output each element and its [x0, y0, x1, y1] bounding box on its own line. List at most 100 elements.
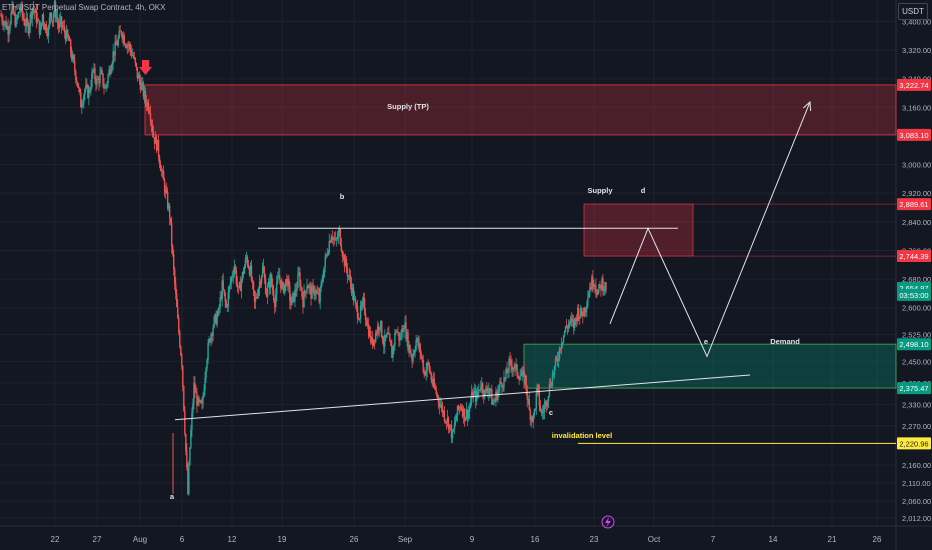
candle-body	[262, 266, 265, 273]
candle-body	[19, 8, 21, 12]
price-label-tag	[897, 78, 931, 91]
candle-body	[547, 395, 550, 402]
candle-body	[329, 241, 331, 243]
candle-body	[32, 7, 35, 11]
candle-body	[2, 21, 4, 26]
candle-body	[107, 75, 109, 84]
candle-body	[582, 315, 584, 317]
candle-body	[510, 359, 512, 366]
candle-body	[448, 424, 451, 429]
candle-body	[197, 397, 199, 406]
candle-body	[584, 307, 586, 312]
candle-body	[356, 306, 359, 318]
candle-body	[559, 347, 562, 350]
candle-body	[370, 337, 373, 343]
candle-body	[187, 467, 189, 494]
candle-body	[16, 17, 18, 19]
candle-body	[503, 377, 505, 388]
candle-body	[553, 366, 556, 375]
candle-body	[362, 298, 365, 302]
candle-body	[400, 337, 402, 339]
candle-body	[30, 13, 33, 19]
price-label-tag	[897, 437, 931, 450]
candle-body	[89, 89, 91, 91]
candle-body	[278, 275, 280, 278]
candle-body	[1, 16, 3, 22]
candle-body	[98, 79, 100, 84]
candle-body	[312, 285, 314, 287]
candle-body	[127, 45, 129, 46]
candle-body	[227, 292, 229, 307]
candle-body	[587, 298, 589, 306]
candle-body	[277, 277, 279, 283]
candle-body	[601, 278, 603, 290]
candle-body	[502, 387, 504, 389]
candle-body	[552, 374, 555, 375]
candle-body	[213, 316, 215, 328]
candle-body	[306, 286, 308, 293]
y-tick-label: 2,525.00	[902, 331, 931, 340]
candle-body	[295, 289, 297, 291]
candle-body	[449, 424, 452, 426]
candle-body	[272, 285, 274, 291]
candle-body	[313, 286, 315, 296]
event-marker-icon	[601, 515, 615, 529]
candle-body	[579, 316, 581, 319]
candle-body	[571, 320, 574, 321]
candle-body	[402, 328, 404, 332]
candle-body	[80, 92, 82, 108]
candle-body	[249, 265, 252, 275]
currency-button[interactable]: USDT	[898, 3, 928, 20]
candle-body	[125, 45, 127, 48]
candle-body	[270, 274, 273, 286]
candle-body	[443, 411, 446, 421]
candle-body	[155, 136, 158, 151]
candle-body	[319, 287, 321, 303]
candle-body	[522, 370, 524, 372]
candle-body	[586, 305, 588, 310]
candle-body	[530, 416, 532, 421]
candle-body	[100, 70, 102, 74]
candle-body	[538, 390, 541, 406]
annotation-label: e	[704, 337, 708, 346]
x-tick-label: 9	[470, 535, 475, 544]
candle-body	[343, 255, 346, 267]
candle-body	[318, 294, 320, 303]
candle-body	[577, 308, 579, 321]
candle-body	[397, 332, 399, 333]
candle-body	[384, 335, 386, 347]
x-tick-label: 22	[51, 535, 60, 544]
candle-body	[137, 74, 140, 79]
candle-body	[160, 170, 163, 172]
annotation-label: Supply	[587, 186, 613, 195]
y-tick-label: 3,160.00	[902, 103, 931, 112]
candle-body	[104, 87, 106, 89]
candle-body	[565, 326, 568, 328]
candle-body	[237, 286, 240, 288]
candle-body	[29, 13, 31, 26]
candle-body	[563, 331, 566, 336]
candle-body	[491, 389, 493, 405]
y-tick-label: 3,000.00	[902, 161, 931, 170]
candle-body	[126, 45, 128, 48]
candle-body	[253, 290, 256, 302]
candle-body	[445, 421, 448, 423]
candle-body	[507, 371, 509, 374]
candle-body	[111, 63, 113, 70]
candle-body	[583, 307, 585, 317]
candle-body	[494, 399, 496, 402]
candle-body	[83, 95, 85, 104]
candle-body	[67, 36, 70, 41]
candle-body	[463, 408, 466, 422]
candle-body	[289, 286, 291, 302]
candle-body	[276, 282, 278, 295]
candle-body	[390, 340, 392, 346]
candle-body	[109, 69, 111, 74]
candle-body	[421, 356, 423, 360]
candle-body	[217, 309, 219, 316]
candle-body	[573, 318, 576, 329]
projection-arrowhead	[802, 100, 812, 111]
chart-title: ETHUSDT Perpetual Swap Contract, 4h, OKX	[2, 3, 166, 12]
candle-body	[442, 411, 445, 413]
